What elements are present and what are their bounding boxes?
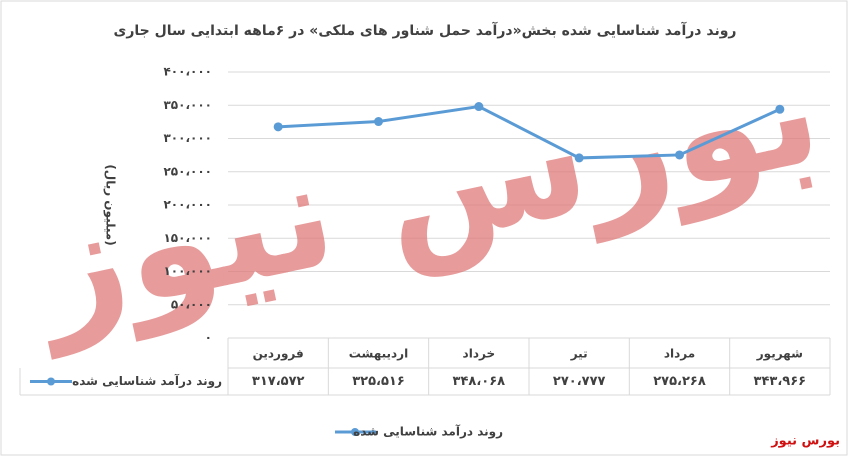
table-value: ۳۲۵،۵۱۶ bbox=[352, 374, 405, 389]
point bbox=[675, 150, 684, 160]
table-series-name: روند درآمد شناسایی شده bbox=[72, 373, 222, 389]
y-tick-label: ۲۵۰،۰۰۰ bbox=[163, 164, 212, 178]
grid bbox=[19, 71, 831, 396]
y-tick-label: ۰ bbox=[205, 331, 212, 345]
table-value: ۲۷۰،۷۷۷ bbox=[553, 374, 606, 389]
y-tick-label: ۳۰۰،۰۰۰ bbox=[163, 131, 212, 145]
brand: بورس نیوز bbox=[770, 434, 840, 449]
x-tick-label: خرداد bbox=[463, 347, 496, 361]
point bbox=[474, 102, 484, 112]
legend-swatch bbox=[47, 377, 55, 386]
x-tick-label: اردیبهشت bbox=[349, 347, 408, 361]
table-value: ۳۴۸،۰۶۸ bbox=[453, 374, 506, 389]
x-tick-label: فروردین bbox=[253, 347, 304, 362]
table-value: ۲۷۵،۲۶۸ bbox=[653, 374, 706, 389]
series-line bbox=[278, 104, 781, 160]
table-value: ۳۴۳،۹۶۶ bbox=[754, 374, 807, 389]
x-tick-label: تیر bbox=[570, 347, 588, 361]
legend-swatch bbox=[351, 428, 359, 436]
point bbox=[775, 104, 785, 114]
legend-label: روند درآمد شناسایی شده bbox=[353, 424, 503, 440]
y-tick-label: ۱۰۰،۰۰۰ bbox=[163, 264, 212, 278]
point bbox=[374, 117, 383, 127]
y-tick-label: ۴۰۰،۰۰۰ bbox=[163, 65, 212, 79]
y-tick-label: ۱۵۰،۰۰۰ bbox=[163, 231, 212, 245]
table-value: ۳۱۷،۵۷۲ bbox=[252, 374, 305, 389]
point bbox=[273, 122, 283, 132]
chart-title: روند درآمد شناسایی شده بخش«درآمد حمل شنا… bbox=[114, 21, 737, 39]
x-tick-label: مرداد bbox=[664, 347, 695, 361]
x-tick-label: شهریور bbox=[756, 347, 803, 362]
y-tick-label: ۳۵۰،۰۰۰ bbox=[163, 98, 212, 112]
point bbox=[574, 153, 584, 163]
y-tick-label: ۲۰۰،۰۰۰ bbox=[163, 198, 212, 212]
plot: ۰ ۵۰،۰۰۰ ۱۰۰،۰۰۰ ۱۵۰،۰۰۰ ۲۰۰،۰۰۰ ۲۵۰،۰۰۰ ۳۰۰،۰… bbox=[30, 65, 806, 440]
y-axis-label: (میلیون ریال) bbox=[103, 164, 118, 245]
y-tick-label: ۵۰،۰۰۰ bbox=[171, 297, 212, 311]
